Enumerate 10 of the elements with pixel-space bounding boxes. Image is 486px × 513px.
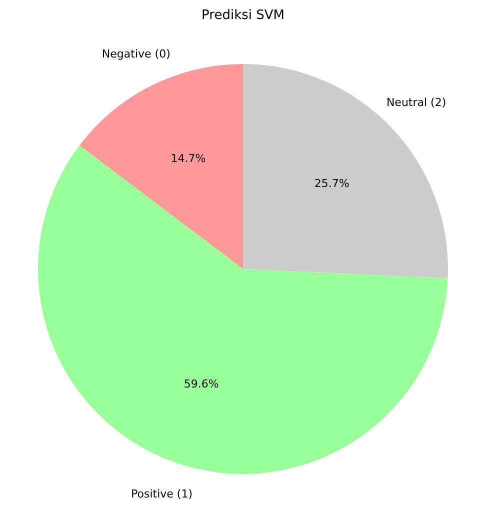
pie-slice — [79, 64, 243, 269]
data-label: 14.7% — [170, 152, 206, 165]
data-label: 59.6% — [184, 378, 219, 391]
slice-label: Positive (1) — [131, 488, 192, 501]
pie-slice — [243, 64, 448, 278]
slice-label: Negative (0) — [102, 47, 170, 60]
chart-title: Prediksi SVM — [202, 8, 284, 23]
slice-label: Neutral (2) — [386, 96, 446, 110]
data-label: 25.7% — [314, 176, 350, 190]
pie-slice — [38, 145, 448, 474]
